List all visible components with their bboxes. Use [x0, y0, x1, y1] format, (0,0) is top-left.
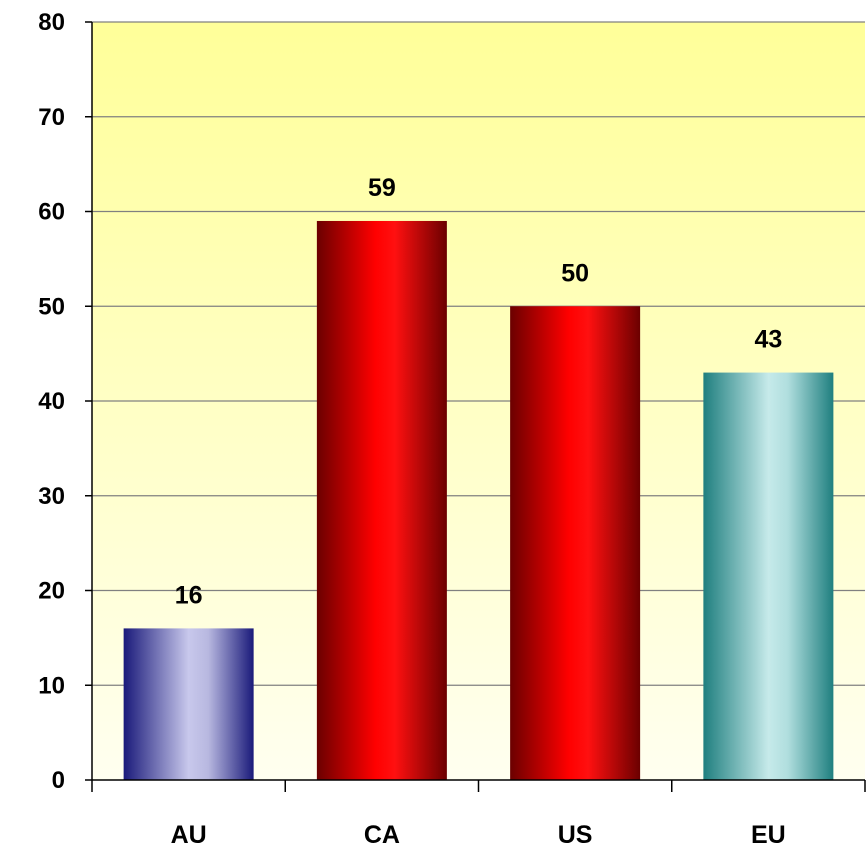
data-labels: 16 59 50 43: [175, 174, 783, 609]
x-tick-label-ca: CA: [364, 821, 400, 849]
data-label-ca: 59: [368, 174, 396, 202]
data-label-au: 16: [175, 581, 203, 609]
x-tick-label-us: US: [558, 821, 593, 849]
y-tick-label: 0: [52, 767, 65, 794]
y-tick-label: 50: [38, 293, 65, 320]
y-tick-label: 60: [38, 199, 65, 226]
axes: [85, 21, 866, 792]
bar-eu: [703, 372, 834, 780]
data-label-us: 50: [561, 259, 589, 287]
x-tick-label-au: AU: [171, 821, 207, 849]
x-tick-labels: AU CA US EU: [171, 821, 786, 849]
bar-us: [510, 306, 641, 780]
y-tick-label: 70: [38, 104, 65, 131]
y-tick-label: 20: [38, 578, 65, 605]
bars: [123, 220, 834, 781]
y-tick-label: 10: [38, 672, 65, 699]
y-tick-labels: 0 10 20 30 40 50 60 70 80: [38, 9, 65, 794]
y-tick-label: 40: [38, 388, 65, 415]
x-tick-label-eu: EU: [751, 821, 786, 849]
y-tick-label: 30: [38, 483, 65, 510]
bar-au: [123, 628, 254, 780]
bar-ca: [316, 220, 447, 781]
data-label-eu: 43: [754, 326, 782, 354]
y-tick-label: 80: [38, 9, 65, 36]
